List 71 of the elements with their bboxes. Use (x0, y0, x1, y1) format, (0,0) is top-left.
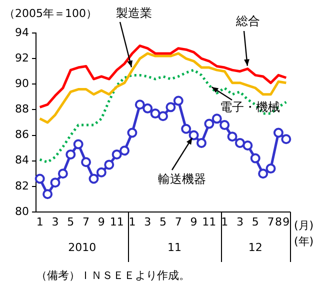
point (266, 164, 276, 174)
text: 輸送機器 (158, 172, 206, 186)
x-tick-label: 11 (110, 215, 124, 228)
point (173, 96, 184, 106)
text: （備考）ＩＮＳＥＥより作成。 (36, 268, 190, 283)
point (188, 130, 199, 140)
line-series (38, 68, 288, 164)
point (234, 138, 245, 148)
x-axis-title: (月) (294, 218, 314, 232)
text: 11 (168, 240, 182, 254)
x-tick-label: 9 (282, 215, 290, 228)
point (220, 120, 230, 130)
x-tick-label: 9 (98, 215, 105, 228)
point (34, 174, 45, 184)
point (281, 134, 292, 144)
x-tick-label: 5 (252, 215, 259, 228)
point (150, 108, 160, 119)
y-tick-label: 94 (15, 26, 29, 39)
point (142, 103, 153, 114)
point (96, 167, 106, 178)
y-axis-title: （2005年＝100） (4, 6, 97, 20)
point (58, 168, 68, 179)
x-tick-label: 7 (174, 215, 182, 228)
point (66, 149, 76, 160)
x-tick-label: 5 (160, 215, 166, 228)
x-tick-label: 7 (82, 215, 90, 228)
text: 製造業 (116, 6, 152, 20)
point (127, 128, 138, 138)
x-tick-label: 3 (52, 215, 59, 228)
point (50, 178, 60, 188)
point (273, 128, 284, 138)
x-tick-label: 3 (144, 215, 152, 228)
point (112, 149, 122, 160)
point (258, 168, 268, 179)
x-tick-label: 7 (267, 215, 274, 228)
text: 12 (248, 240, 262, 254)
x-tick-label: 1 (36, 215, 44, 228)
point (227, 132, 238, 142)
text: (年) (294, 234, 314, 248)
x-tick-label: 8 (274, 215, 282, 228)
point (104, 160, 114, 170)
y-tick-label: 92 (15, 51, 29, 64)
y-tick-label: 84 (15, 154, 29, 167)
point (242, 140, 253, 151)
point (134, 100, 145, 110)
point (204, 118, 214, 129)
point (158, 111, 168, 122)
x-tick-label: 1 (128, 215, 136, 228)
text: 2010 (68, 240, 96, 254)
x-tick-label: 11 (202, 215, 216, 228)
x-tick-label: 5 (67, 215, 74, 228)
text: 総合 (235, 14, 260, 28)
point (181, 124, 192, 134)
y-tick-label: 90 (15, 77, 29, 90)
x-tick-label: 3 (236, 215, 244, 228)
x-tick-label: 9 (190, 215, 198, 228)
y-tick-label: 88 (15, 102, 29, 116)
y-tick-label: 86 (15, 128, 29, 142)
point (250, 153, 260, 164)
series-label: 電子・機械 (220, 100, 280, 114)
y-tick-label: 80 (15, 204, 29, 218)
point (166, 102, 176, 112)
point (81, 157, 92, 168)
x-tick-label: 1 (221, 215, 228, 228)
point (88, 174, 99, 184)
point (120, 146, 130, 156)
point (73, 139, 84, 150)
point (212, 114, 222, 124)
y-tick-label: 82 (15, 179, 29, 192)
point (196, 138, 206, 148)
point (42, 189, 53, 200)
